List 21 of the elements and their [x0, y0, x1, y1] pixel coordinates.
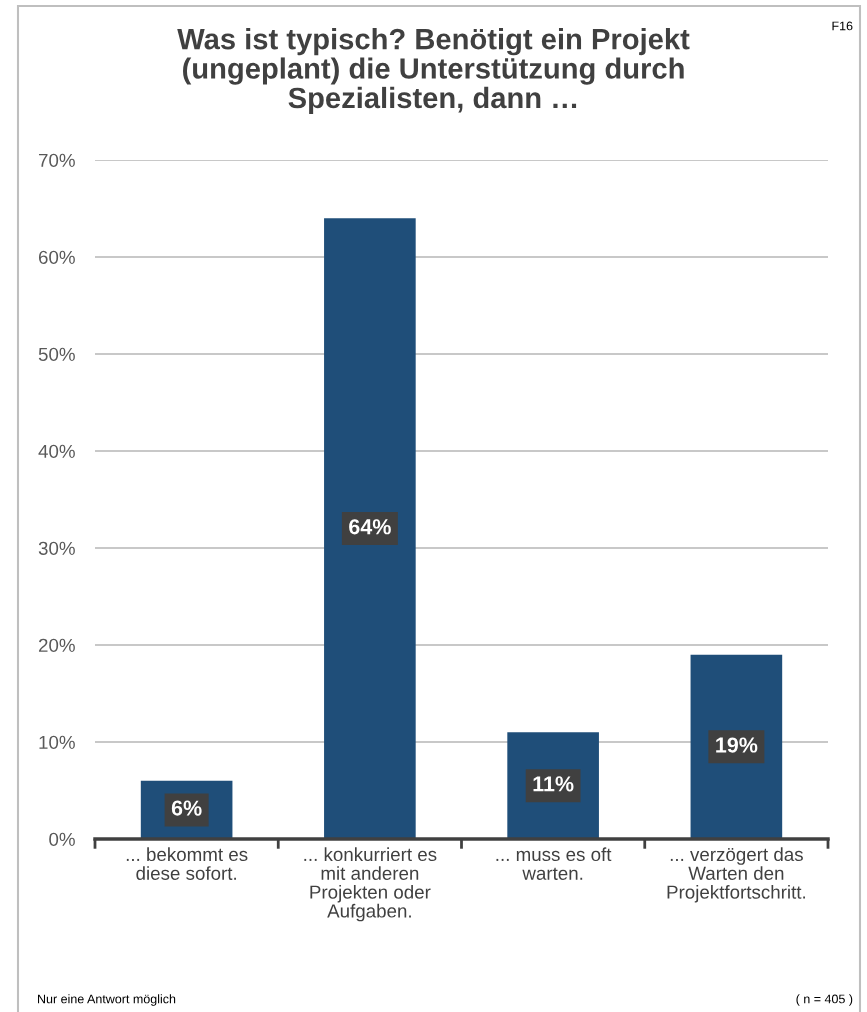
y-tick-label: 10% — [39, 735, 75, 749]
text: F16 — [832, 21, 853, 31]
y-tick-label: 40% — [38, 444, 75, 458]
x-tick-label: ... konkurriert es mit anderen Projekten oder Aufgaben. — [304, 847, 437, 922]
text: Nur eine Antwort möglich — [38, 994, 176, 1006]
x-tick-label: ... muss es oft warten. — [496, 847, 612, 880]
x-tick-label: ... verzögert das Warten den Projektfortschritt. — [667, 847, 805, 903]
y-tick-label: 0% — [49, 832, 75, 846]
y-tick-label: 70% — [38, 153, 75, 167]
bar — [324, 218, 416, 839]
text: ( n = 405 ) — [796, 994, 853, 1006]
y-tick-label: 60% — [38, 250, 75, 264]
y-tick-label: 30% — [38, 541, 75, 555]
data-label: 11% — [533, 776, 574, 792]
y-tick-label: 20% — [38, 638, 75, 652]
x-tick-label: ... bekommt es diese sofort. — [126, 847, 248, 880]
y-tick-label: 50% — [38, 347, 75, 361]
chart-title: Was ist typisch? Benötigt ein Projekt (ungeplant) die Unterstützung durch Spezialisten, dann … — [177, 28, 690, 115]
data-label: 6% — [171, 800, 202, 816]
data-label: 64% — [349, 519, 391, 535]
data-label: 19% — [716, 737, 758, 753]
